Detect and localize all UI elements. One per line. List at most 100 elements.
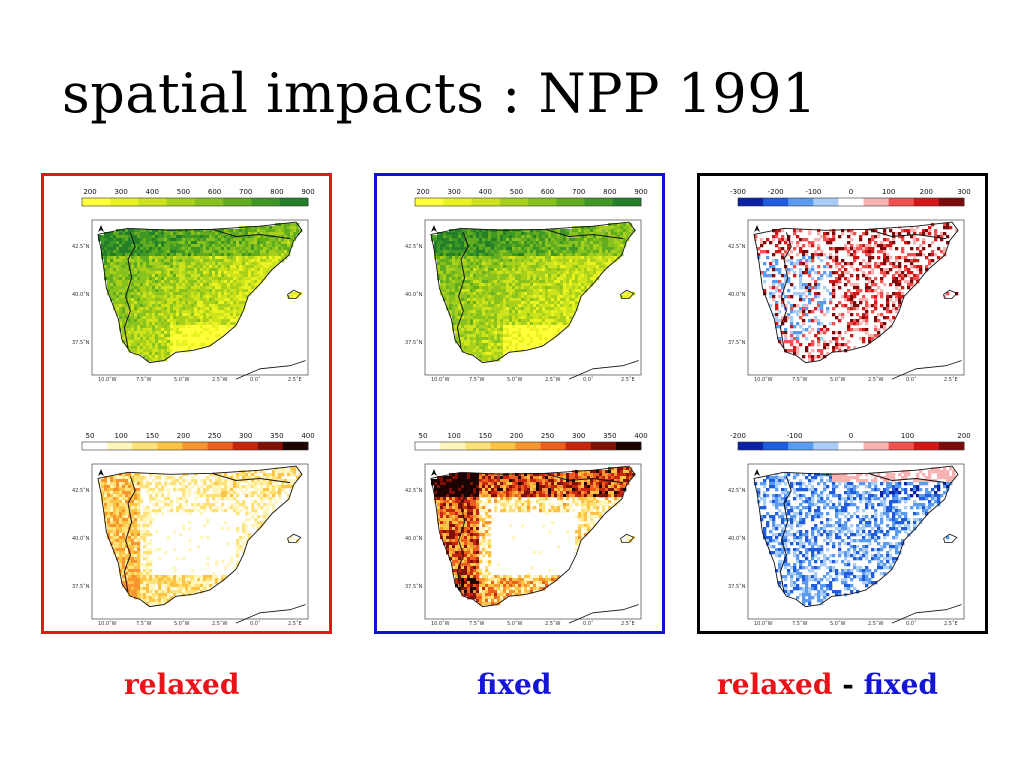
colorbar-segment bbox=[515, 442, 542, 450]
colorbar-segment bbox=[251, 198, 281, 206]
difference-npp-map: -300 -200 -100 0 100 200 300 42.5˚N 40.0˚N 37.5˚N… bbox=[700, 184, 985, 389]
colorbar-tick-label: 150 bbox=[478, 432, 492, 440]
colorbar bbox=[414, 441, 642, 451]
colorbar-segment bbox=[282, 442, 309, 450]
colorbar-tick-label: 200 bbox=[509, 432, 524, 440]
colorbar-tick-label: -200 bbox=[730, 432, 746, 440]
colorbar-segment bbox=[788, 198, 814, 206]
colorbar-segment bbox=[763, 442, 789, 450]
longitude-label: 0.0˚ bbox=[583, 621, 594, 627]
fixed-second-map: 50 100 150 200 250 300 350 400 42.5˚N 40.0˚N 37.5˚… bbox=[377, 428, 662, 633]
colorbar-tick-label: 900 bbox=[634, 188, 648, 196]
colorbar-tick-label: 300 bbox=[114, 188, 128, 196]
latitude-label: 40.0˚N bbox=[72, 292, 90, 298]
longitude-label: 0.0˚ bbox=[250, 621, 261, 627]
longitude-label: 0.0˚ bbox=[583, 377, 594, 383]
latitude-label: 37.5˚N bbox=[72, 584, 90, 590]
colorbar-segment bbox=[132, 442, 158, 450]
colorbar-segment bbox=[738, 198, 764, 206]
colorbar-segment bbox=[465, 442, 491, 450]
difference-panel: -300 -200 -100 0 100 200 300 42.5˚N 40.0˚N 37.5˚N… bbox=[697, 173, 988, 634]
colorbar-tick-label: 300 bbox=[447, 188, 461, 196]
longitude-label: 2.5˚E bbox=[944, 621, 958, 627]
longitude-label: 10.0˚W bbox=[754, 377, 773, 383]
colorbar-segment bbox=[232, 442, 259, 450]
colorbar-tick-label: 400 bbox=[301, 432, 315, 440]
longitude-label: 10.0˚W bbox=[431, 377, 450, 383]
colorbar bbox=[414, 197, 642, 207]
coastline bbox=[430, 221, 636, 364]
colorbar bbox=[737, 441, 965, 451]
longitude-label: 7.5˚W bbox=[469, 621, 485, 627]
caption-difference-left: relaxed bbox=[717, 668, 833, 701]
map-graphic bbox=[81, 197, 309, 380]
colorbar-segment bbox=[440, 442, 466, 450]
colorbar-tick-label: 700 bbox=[239, 188, 253, 196]
colorbar-segment bbox=[490, 442, 516, 450]
colorbar-tick-label: 400 bbox=[478, 188, 492, 196]
caption-difference: relaxed - fixed bbox=[717, 668, 938, 701]
colorbar-segment bbox=[415, 198, 444, 206]
longitude-label: 0.0˚ bbox=[906, 377, 917, 383]
colorbar-segment bbox=[615, 442, 642, 450]
coastline bbox=[97, 465, 303, 608]
colorbar-segment bbox=[788, 442, 814, 450]
latitude-label: 42.5˚N bbox=[72, 244, 90, 250]
coastline bbox=[753, 221, 959, 364]
map-graphic bbox=[414, 441, 642, 624]
longitude-label: 2.5˚E bbox=[944, 377, 958, 383]
colorbar-segment bbox=[938, 442, 965, 450]
longitude-label: 10.0˚W bbox=[98, 621, 117, 627]
colorbar-segment bbox=[82, 442, 108, 450]
longitude-label: 2.5˚E bbox=[288, 377, 302, 383]
colorbar-tick-label: 250 bbox=[540, 432, 555, 440]
latitude-label: 40.0˚N bbox=[405, 536, 423, 542]
latitude-label: 42.5˚N bbox=[728, 488, 746, 494]
colorbar-segment bbox=[540, 442, 567, 450]
colorbar-tick-label: -100 bbox=[805, 188, 822, 196]
colorbar-tick-label: 100 bbox=[114, 432, 128, 440]
longitude-label: 10.0˚W bbox=[431, 621, 450, 627]
caption-fixed: fixed bbox=[477, 668, 552, 701]
longitude-label: 2.5˚E bbox=[621, 377, 635, 383]
colorbar-tick-label: 100 bbox=[900, 432, 915, 440]
colorbar-segment bbox=[590, 442, 617, 450]
colorbar-tick-label: 0 bbox=[848, 188, 854, 196]
coastline bbox=[430, 465, 636, 608]
coastline bbox=[753, 465, 959, 608]
colorbar-segment bbox=[166, 198, 196, 206]
longitude-label: 2.5˚W bbox=[868, 621, 884, 627]
colorbar-tick-label: 200 bbox=[957, 432, 971, 440]
colorbar-tick-label: 300 bbox=[239, 432, 253, 440]
longitude-label: 2.5˚W bbox=[545, 621, 561, 627]
longitude-label: 5.0˚W bbox=[507, 621, 523, 627]
longitude-label: 5.0˚W bbox=[830, 621, 846, 627]
colorbar-segment bbox=[138, 198, 168, 206]
colorbar-tick-label: 200 bbox=[83, 188, 97, 196]
colorbar-segment bbox=[556, 198, 585, 206]
colorbar-tick-label: 500 bbox=[176, 188, 191, 196]
colorbar-segment bbox=[863, 442, 890, 450]
longitude-label: 7.5˚W bbox=[792, 377, 808, 383]
relaxed-second-map: 50 100 150 200 250 300 350 400 42.5˚N 40.0˚N 37.5˚… bbox=[44, 428, 329, 633]
longitude-label: 5.0˚W bbox=[174, 377, 190, 383]
colorbar-tick-label: 800 bbox=[270, 188, 284, 196]
relaxed-panel: 200 300 400 500 600 700 800 900 42.5˚N 40.0˚N 37.5… bbox=[41, 173, 332, 634]
colorbar-segment bbox=[207, 442, 234, 450]
colorbar-segment bbox=[584, 198, 614, 206]
colorbar-tick-label: 600 bbox=[207, 188, 222, 196]
longitude-label: 7.5˚W bbox=[792, 621, 808, 627]
colorbar-segment bbox=[888, 442, 915, 450]
longitude-label: 2.5˚E bbox=[288, 621, 302, 627]
colorbar-segment bbox=[107, 442, 133, 450]
map-graphic bbox=[737, 441, 965, 624]
longitude-label: 7.5˚W bbox=[136, 621, 152, 627]
colorbar-tick-label: 300 bbox=[572, 432, 586, 440]
latitude-label: 42.5˚N bbox=[405, 488, 423, 494]
longitude-label: 2.5˚W bbox=[212, 621, 228, 627]
colorbar-tick-label: 400 bbox=[634, 432, 648, 440]
map-cells bbox=[431, 223, 636, 362]
colorbar-tick-label: 900 bbox=[301, 188, 315, 196]
latitude-label: 37.5˚N bbox=[405, 340, 423, 346]
colorbar-segment bbox=[612, 198, 642, 206]
